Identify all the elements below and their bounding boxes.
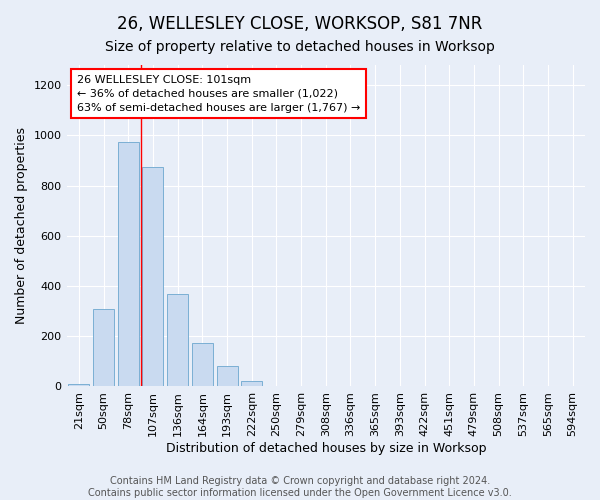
Bar <box>118 142 139 386</box>
Bar <box>217 366 238 386</box>
Text: 26, WELLESLEY CLOSE, WORKSOP, S81 7NR: 26, WELLESLEY CLOSE, WORKSOP, S81 7NR <box>118 15 482 33</box>
Bar <box>68 384 89 386</box>
Text: 26 WELLESLEY CLOSE: 101sqm
← 36% of detached houses are smaller (1,022)
63% of s: 26 WELLESLEY CLOSE: 101sqm ← 36% of deta… <box>77 74 360 112</box>
Text: Size of property relative to detached houses in Worksop: Size of property relative to detached ho… <box>105 40 495 54</box>
Bar <box>142 166 163 386</box>
Y-axis label: Number of detached properties: Number of detached properties <box>15 127 28 324</box>
Bar <box>192 342 213 386</box>
Bar <box>167 294 188 386</box>
Text: Contains HM Land Registry data © Crown copyright and database right 2024.
Contai: Contains HM Land Registry data © Crown c… <box>88 476 512 498</box>
X-axis label: Distribution of detached houses by size in Worksop: Distribution of detached houses by size … <box>166 442 486 455</box>
Bar <box>241 382 262 386</box>
Bar <box>93 308 114 386</box>
